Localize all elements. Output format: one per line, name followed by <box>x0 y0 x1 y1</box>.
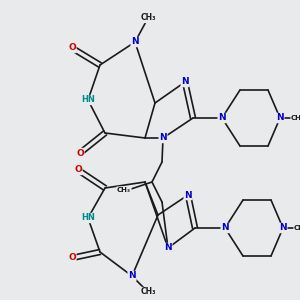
Text: HN: HN <box>81 95 95 104</box>
Text: N: N <box>218 113 226 122</box>
Text: N: N <box>164 244 172 253</box>
Text: N: N <box>276 113 284 122</box>
Text: N: N <box>128 272 136 280</box>
Text: N: N <box>131 38 139 46</box>
Text: N: N <box>159 134 167 142</box>
Text: N: N <box>221 224 229 232</box>
Text: O: O <box>76 148 84 158</box>
Text: CH₃: CH₃ <box>140 287 156 296</box>
Text: O: O <box>74 166 82 175</box>
Text: O: O <box>68 44 76 52</box>
Text: CH₃: CH₃ <box>294 225 300 231</box>
Text: HN: HN <box>81 214 95 223</box>
Text: CH₃: CH₃ <box>140 14 156 22</box>
Text: N: N <box>181 77 189 86</box>
Text: CH₃: CH₃ <box>291 115 300 121</box>
Text: N: N <box>279 224 287 232</box>
Text: N: N <box>184 190 192 200</box>
Text: O: O <box>68 254 76 262</box>
Text: CH₃: CH₃ <box>117 187 131 193</box>
